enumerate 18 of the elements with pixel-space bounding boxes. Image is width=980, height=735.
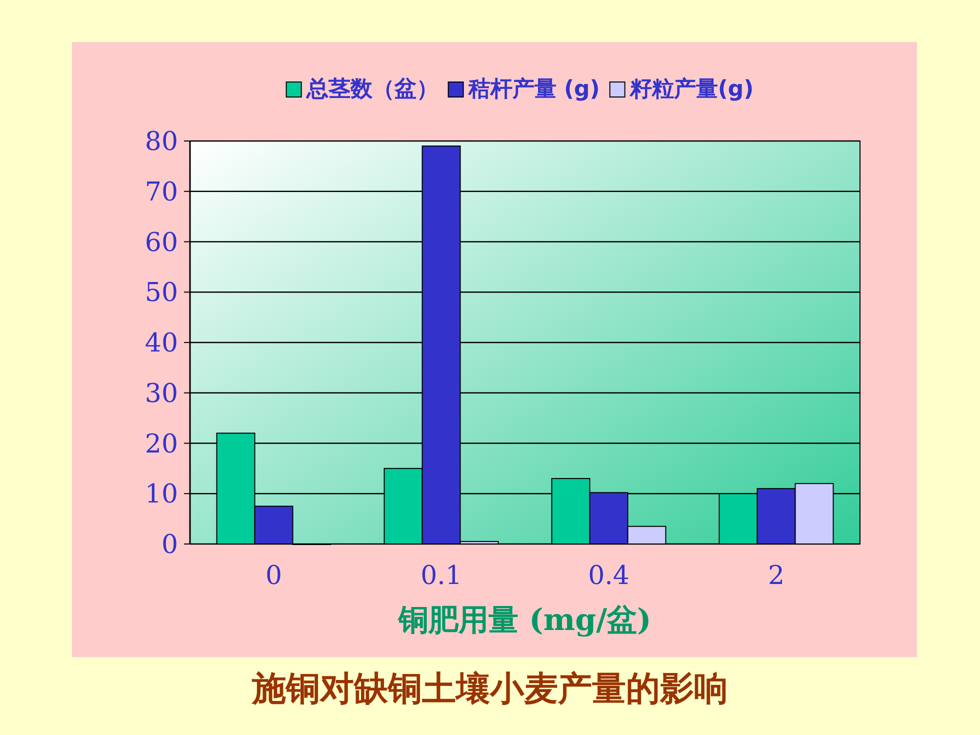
legend-label: 秸杆产量 (g) [467, 76, 600, 102]
y-tick-label: 50 [144, 278, 178, 308]
y-tick-label: 10 [144, 480, 178, 510]
text: 施铜对缺铜土壤小麦产量的影响 [251, 669, 728, 709]
y-tick-label: 70 [144, 177, 178, 208]
x-axis-title: 铜肥用量 (mg/盆) [398, 603, 652, 638]
y-tick-label: 30 [144, 378, 178, 409]
x-tick-label: 2 [768, 561, 785, 591]
y-tick-label: 40 [144, 328, 178, 358]
x-tick-label: 0.4 [588, 561, 630, 591]
y-tick-label: 60 [144, 228, 178, 258]
y-tick-label: 0 [161, 530, 178, 560]
x-tick-label: 0.1 [420, 561, 462, 591]
legend-label: 籽粒产量(g) [628, 76, 754, 102]
x-tick-label: 0 [265, 561, 282, 591]
legend-label: 总茎数（盆） [305, 77, 438, 102]
y-tick-label: 20 [144, 429, 178, 460]
y-tick-label: 80 [144, 127, 178, 157]
